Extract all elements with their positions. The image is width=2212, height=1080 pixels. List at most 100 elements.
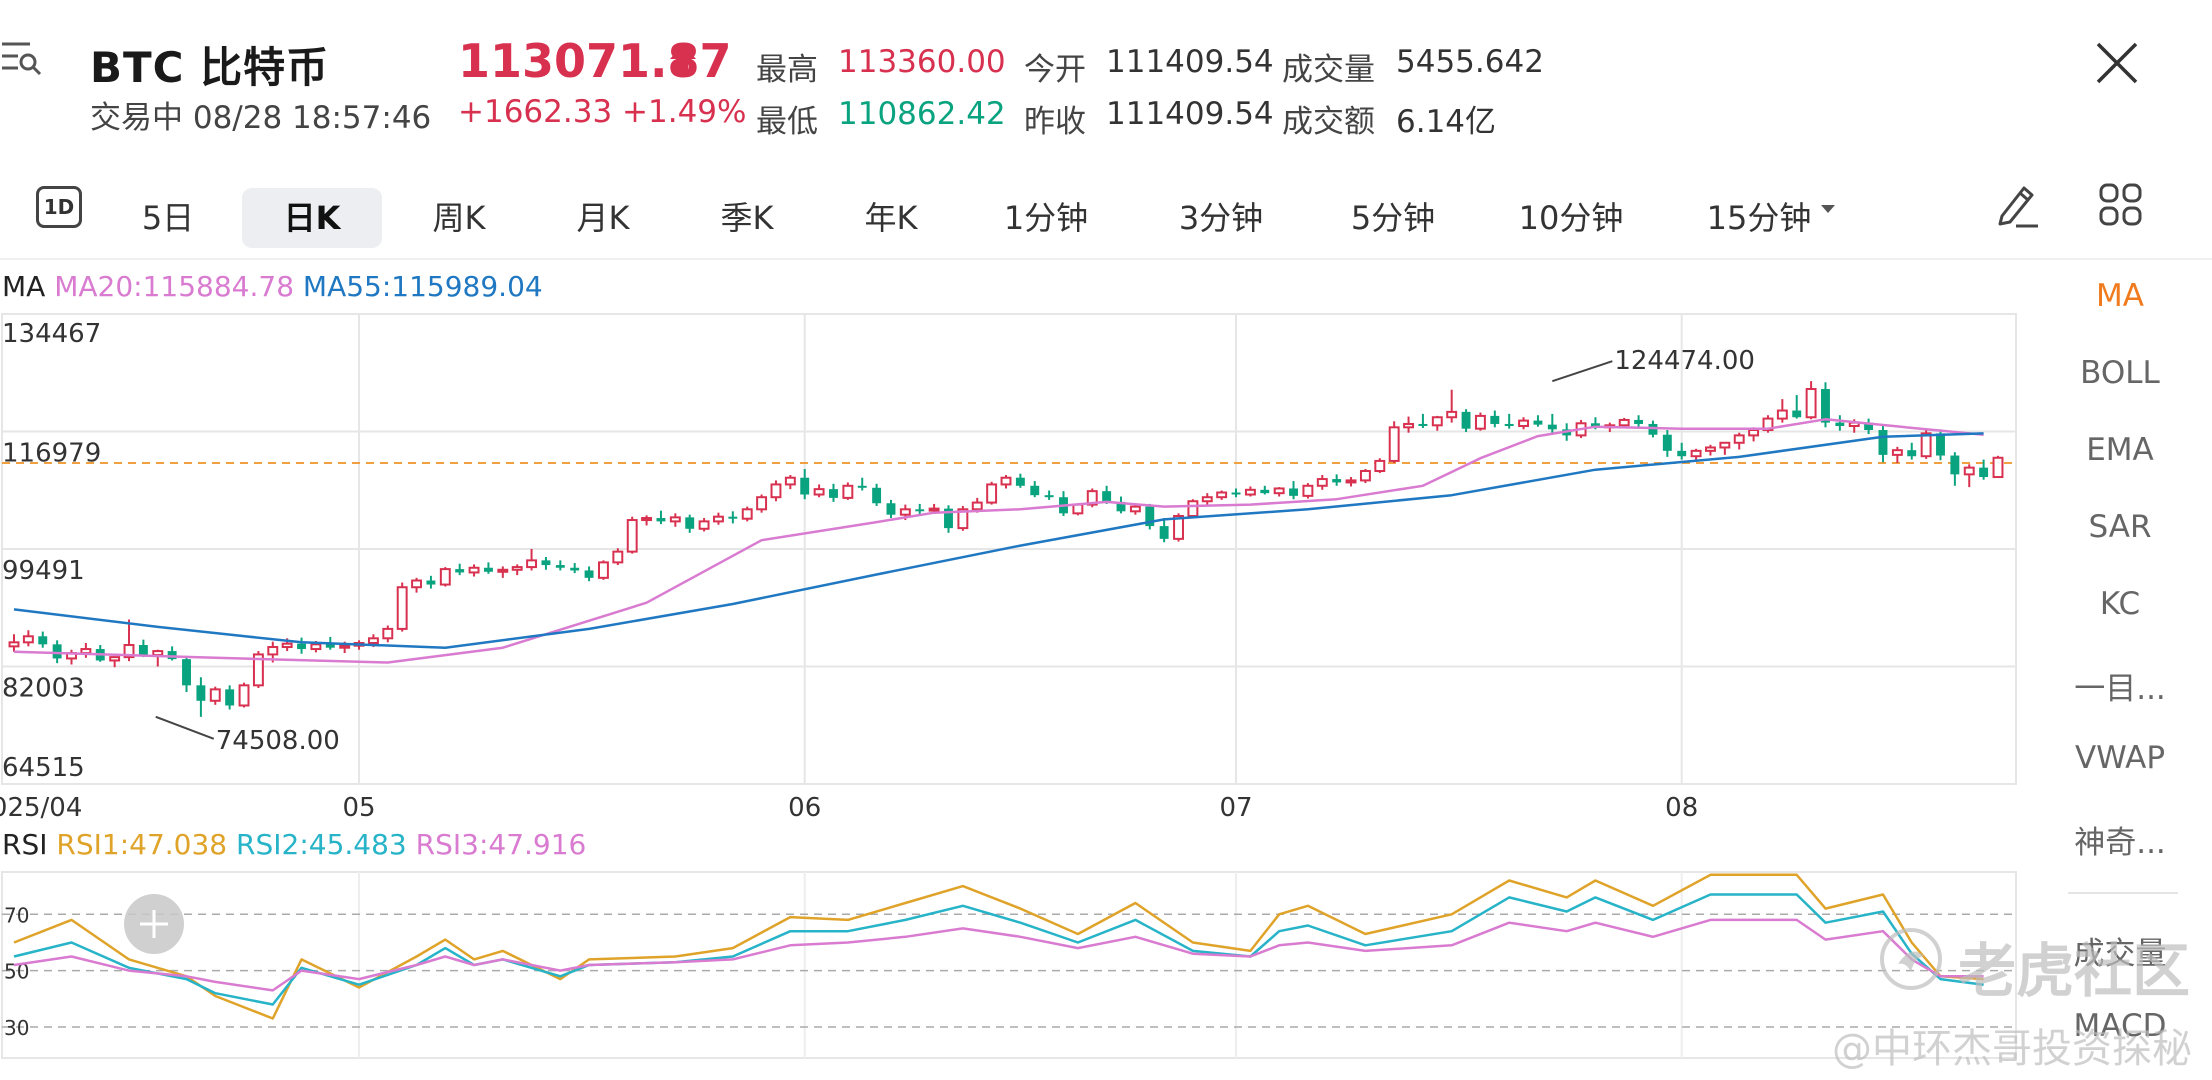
y-tick-label: 99491 (2, 556, 85, 586)
candle-body (167, 651, 177, 660)
tab-weekly-k[interactable]: 周K (432, 199, 486, 237)
candle-body (857, 485, 867, 488)
tab-5min[interactable]: 5分钟 (1350, 199, 1436, 237)
indicator-vwap[interactable]: VWAP (2074, 740, 2166, 776)
add-indicator-button[interactable] (124, 894, 184, 954)
candle (1490, 410, 1500, 428)
candle-body (267, 646, 279, 656)
candle-body (468, 566, 480, 574)
candle-body (944, 508, 953, 529)
x-tick-label: 2025/04 (0, 793, 82, 823)
indicator-ichimoku[interactable]: 一目... (2074, 671, 2166, 707)
chevron-down-icon[interactable] (1820, 200, 1836, 213)
candle-body (22, 635, 34, 644)
low-label: 最低 (756, 104, 818, 140)
tab-yearly-k[interactable]: 年K (864, 199, 918, 237)
tab-1min[interactable]: 1分钟 (1003, 199, 1089, 237)
candle (238, 682, 250, 708)
trading-status: 交易中 08/28 18:57:46 (90, 100, 432, 136)
indicator-sar[interactable]: SAR (2088, 509, 2152, 545)
candle (584, 566, 594, 582)
rsi1-legend: RSI1:47.038 (56, 828, 228, 861)
candle-body (1920, 432, 1932, 458)
tab-15min[interactable]: 15分钟 (1706, 199, 1812, 237)
symbol-title: BTC 比特币 (90, 43, 330, 92)
candle (1418, 413, 1428, 428)
rsi2-legend: RSI2:45.483 (236, 828, 407, 861)
candle (1533, 415, 1543, 427)
tab-3min[interactable]: 3分钟 (1178, 199, 1264, 237)
candle-body (1145, 506, 1155, 527)
candle (1231, 488, 1241, 498)
candle-body (1891, 449, 1903, 456)
draw-pen-icon[interactable] (1994, 180, 2042, 230)
candle (1446, 389, 1458, 423)
candle-body (899, 508, 911, 516)
candle-body (382, 627, 394, 640)
candle-body (1618, 418, 1630, 427)
candle (1145, 503, 1155, 530)
tab-quarterly-k[interactable]: 季K (720, 199, 774, 237)
candle-body (396, 586, 408, 630)
open-value: 111409.54 (1106, 44, 1274, 80)
candle-body (842, 484, 854, 499)
candle-body (1963, 466, 1975, 476)
candle-body (1302, 484, 1314, 497)
x-tick-label: 07 (1219, 793, 1252, 823)
candle-body (1418, 423, 1428, 426)
indicator-ma[interactable]: MA (2096, 278, 2144, 314)
candle (656, 510, 666, 525)
candle-body (1072, 503, 1084, 515)
candle-body (1116, 501, 1126, 512)
grid-layout-icon[interactable] (2098, 182, 2144, 228)
candle (1216, 490, 1228, 500)
candle-body (800, 477, 810, 495)
candle (541, 557, 551, 570)
price-chart[interactable]: 134467 116979 99491 82003 64515 2025/04 05 06 07… (0, 0, 2040, 1080)
candle-body (8, 641, 20, 648)
candle (468, 564, 480, 577)
candle-body (526, 559, 538, 569)
annotation-low: 74508.00 (216, 726, 340, 756)
indicator-magic[interactable]: 神奇... (2074, 825, 2166, 861)
candle (1504, 413, 1514, 429)
candle (196, 677, 206, 717)
indicator-kc[interactable]: KC (2099, 586, 2141, 622)
candle-body (1805, 388, 1817, 419)
rsi-tick-label: 30 (4, 1016, 29, 1040)
candle-body (741, 508, 753, 520)
candle (842, 482, 854, 500)
candle (138, 639, 148, 658)
candle (944, 505, 953, 533)
tab-daily-k[interactable]: 日K (242, 188, 382, 248)
indicator-boll[interactable]: BOLL (2080, 355, 2160, 391)
candle-body (915, 509, 925, 512)
candle (713, 512, 724, 525)
candle-body (38, 636, 48, 645)
close-icon[interactable] (2094, 40, 2140, 86)
ma-legend-title: MA (2, 270, 46, 303)
candle (1677, 442, 1687, 460)
candle-body (1289, 488, 1298, 496)
candle-body (541, 560, 551, 566)
candle-body (756, 496, 768, 511)
candle (857, 477, 867, 491)
candle (1059, 491, 1068, 517)
candle (1992, 455, 2004, 479)
candle (1000, 475, 1012, 489)
tab-monthly-k[interactable]: 月K (576, 199, 630, 237)
indicator-macd[interactable]: MACD (2073, 1008, 2167, 1044)
menu-icon[interactable] (0, 38, 44, 78)
candle (1762, 415, 1774, 433)
tab-5d[interactable]: 5日 (141, 199, 195, 237)
x-tick-label: 05 (342, 793, 375, 823)
candle-body (52, 644, 62, 659)
indicator-volume[interactable]: 成交量 (2073, 936, 2167, 972)
y-tick-label: 116979 (2, 439, 101, 469)
candle-body (1677, 450, 1687, 457)
rsi-legend-title: RSI (2, 828, 48, 861)
candle (1634, 415, 1644, 428)
indicator-ema[interactable]: EMA (2086, 432, 2154, 468)
period-icon-1d[interactable]: 1D (36, 186, 82, 228)
tab-10min[interactable]: 10分钟 (1518, 199, 1624, 237)
